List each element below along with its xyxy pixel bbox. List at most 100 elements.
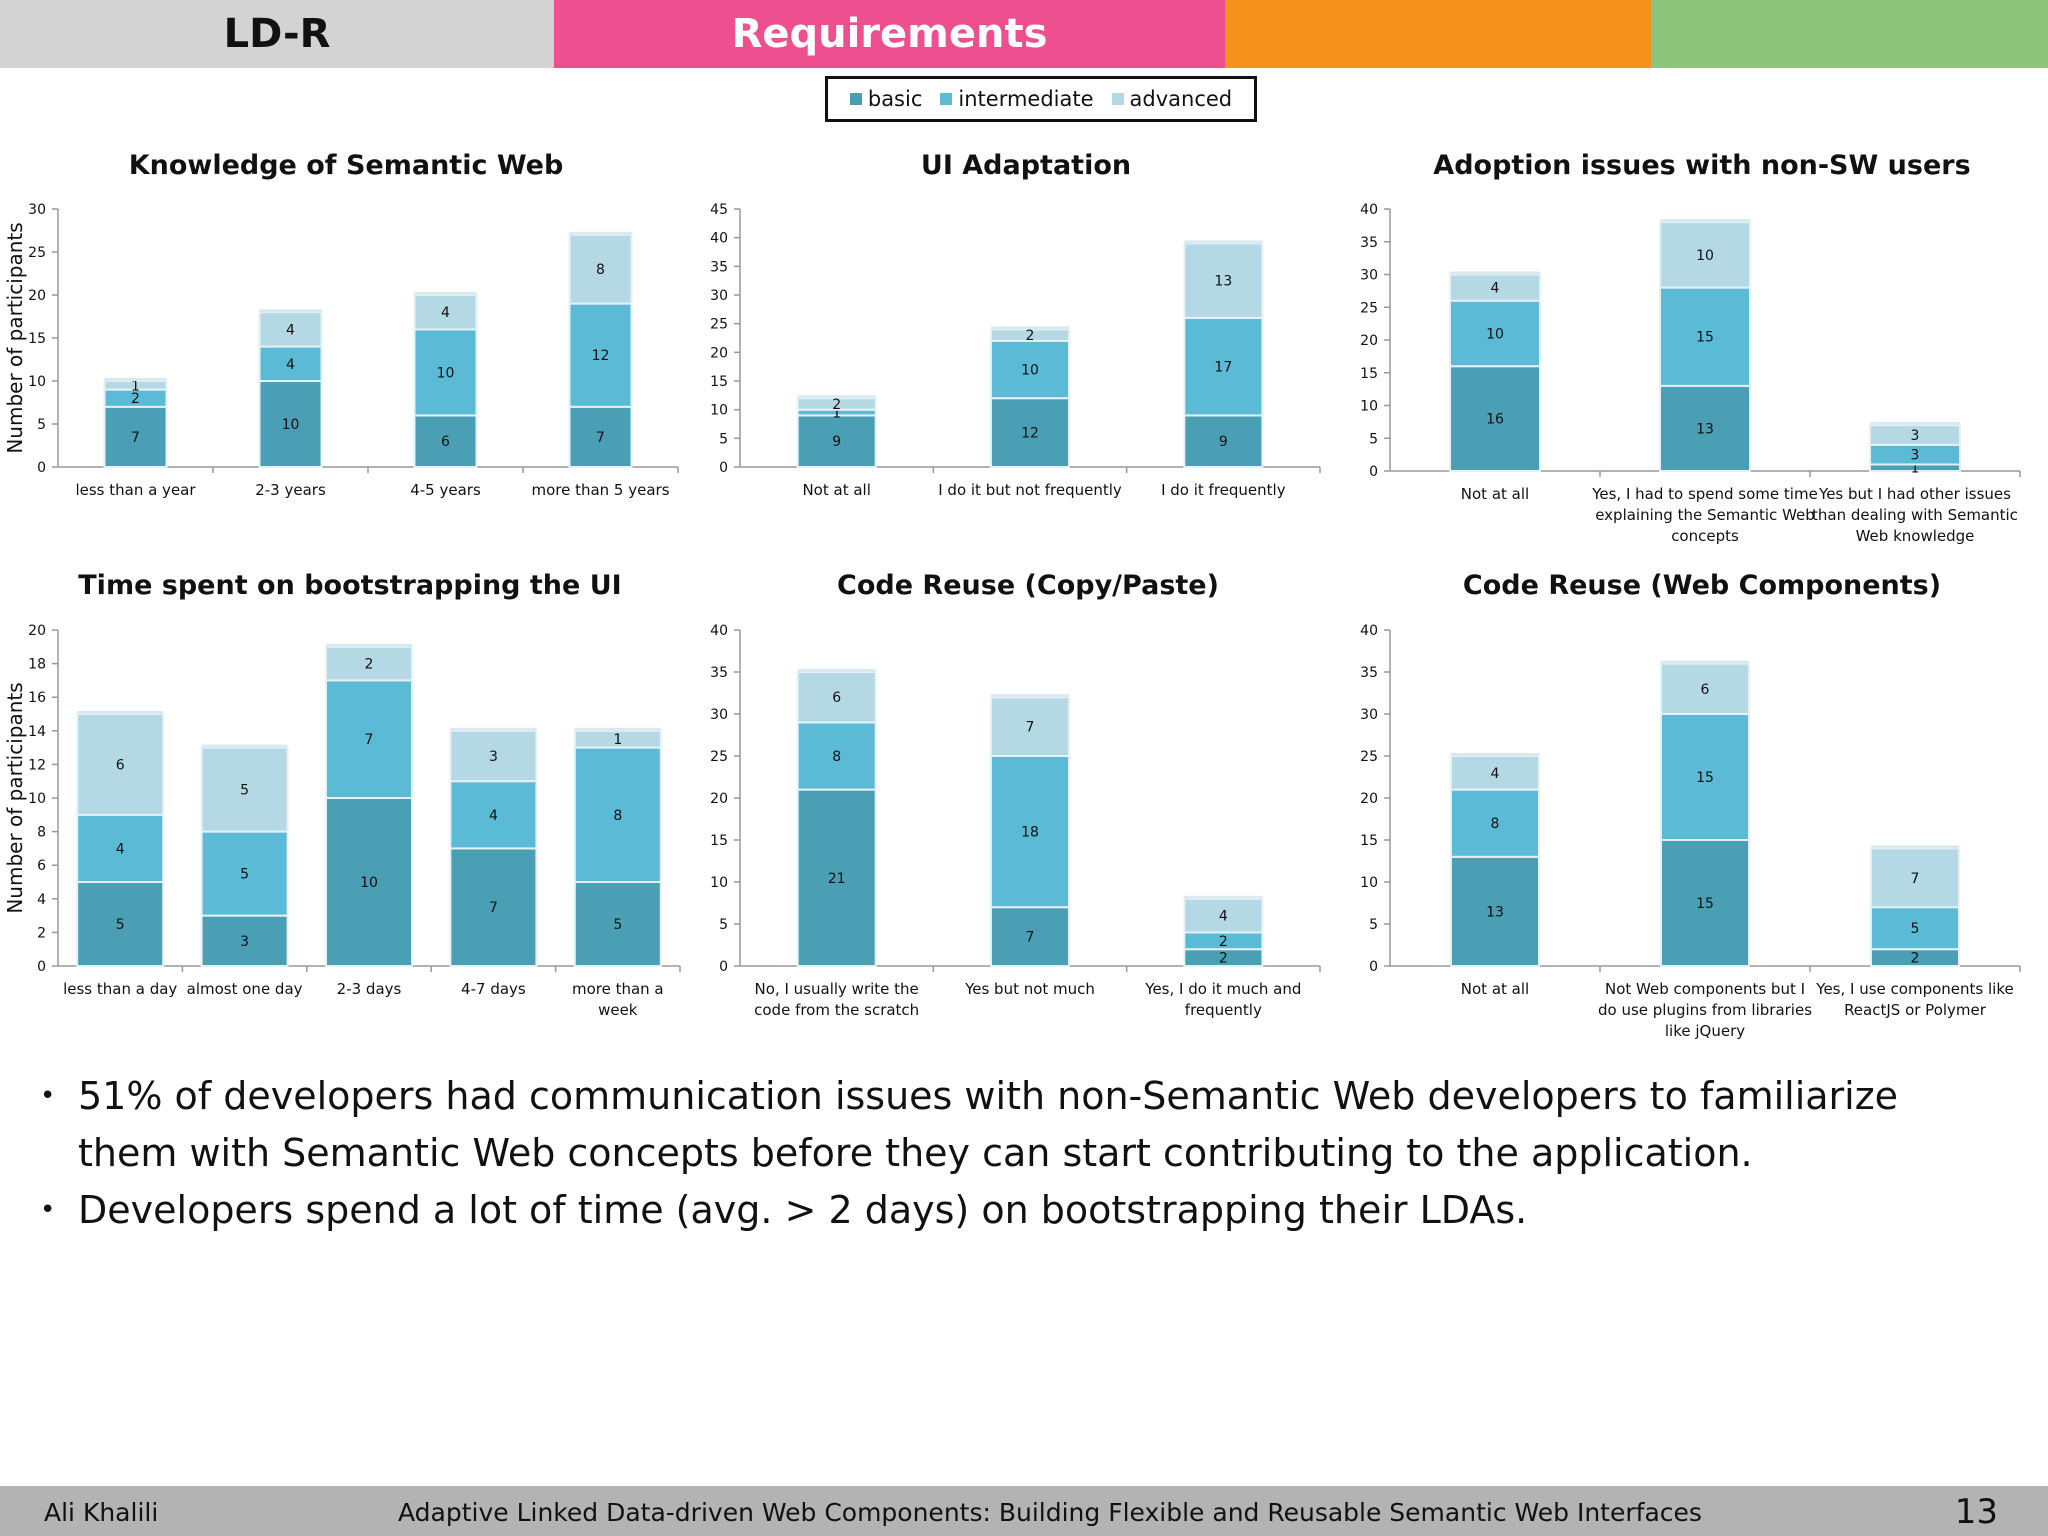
x-category-label: Yes but not much <box>964 980 1095 998</box>
x-category-label: code from the scratch <box>754 1001 919 1019</box>
bar-value-label: 13 <box>1486 904 1504 920</box>
bar-value-label: 8 <box>596 262 605 278</box>
bar-value-label: 7 <box>1911 871 1920 887</box>
bar-cap <box>991 694 1069 698</box>
y-tick-label: 15 <box>1360 833 1378 849</box>
y-tick-label: 12 <box>28 757 46 773</box>
bar-segment-basic <box>325 797 413 967</box>
legend-label-intermediate: intermediate <box>958 87 1094 111</box>
bar-value-label: 7 <box>596 430 605 446</box>
bar-cap <box>1660 219 1750 223</box>
x-category-label: explaining the Semantic Web <box>1595 506 1815 524</box>
y-tick-label: 5 <box>1369 431 1378 447</box>
bar-value-label: 12 <box>592 348 610 364</box>
y-tick-label: 25 <box>1360 300 1378 316</box>
y-tick-label: 4 <box>37 892 46 908</box>
x-category-label: ReactJS or Polymer <box>1844 1001 1987 1019</box>
y-tick-label: 15 <box>28 331 46 347</box>
x-category-label: less than a day <box>63 980 177 998</box>
y-tick-label: 8 <box>37 825 46 841</box>
bar-value-label: 10 <box>1021 363 1039 379</box>
y-axis-label: Number of participants <box>3 682 27 913</box>
x-category-label: more than 5 years <box>531 481 669 499</box>
bar-value-label: 9 <box>832 434 841 450</box>
bar-cap <box>797 395 876 399</box>
bar-segment-advanced <box>76 713 165 816</box>
bar-cap <box>991 326 1069 330</box>
y-tick-label: 5 <box>1369 917 1378 933</box>
bar-value-label: 1 <box>832 406 841 422</box>
bar-value-label: 10 <box>360 875 378 891</box>
y-tick-label: 20 <box>28 288 46 304</box>
y-tick-label: 15 <box>1360 366 1378 382</box>
bar-segment-basic <box>1449 365 1541 472</box>
bar-value-label: 2 <box>1219 934 1228 950</box>
legend-swatch-intermediate <box>940 93 953 105</box>
bar-segment-advanced <box>1660 662 1750 715</box>
bar-value-label: 12 <box>1021 426 1039 442</box>
bar-value-label: 10 <box>1696 248 1714 264</box>
bar-value-label: 8 <box>832 749 841 765</box>
y-tick-label: 25 <box>1360 749 1378 765</box>
footer-author: Ali Khalili <box>44 1498 159 1527</box>
bar-segment-basic <box>200 914 289 968</box>
bar-segment-basic <box>990 906 1070 968</box>
y-tick-label: 10 <box>1360 875 1378 891</box>
x-category-label: almost one day <box>187 980 303 998</box>
bar-value-label: 21 <box>828 871 846 887</box>
x-category-label: week <box>598 1001 638 1019</box>
x-category-label: less than a year <box>75 481 196 499</box>
bar-value-label: 8 <box>613 808 622 824</box>
bar-cap <box>1871 845 1959 849</box>
bar-value-label: 3 <box>1911 428 1920 444</box>
bar-segment-basic <box>76 881 165 967</box>
top-bar: LD-R Requirements <box>0 0 2048 68</box>
y-tick-label: 10 <box>28 791 46 807</box>
bar-value-label: 3 <box>1911 448 1920 464</box>
x-category-label: I do it but not frequently <box>938 481 1122 499</box>
header-left-label: LD-R <box>223 11 331 57</box>
x-category-label: frequently <box>1185 1001 1262 1019</box>
chart-title-bootstrapping: Time spent on bootstrapping the UI <box>78 570 622 601</box>
bar-value-label: 10 <box>1486 326 1504 342</box>
bar-segment-basic <box>568 405 633 469</box>
chart-title-knowledge: Knowledge of Semantic Web <box>128 150 564 181</box>
bar-value-label: 1 <box>613 732 622 748</box>
bar-value-label: 7 <box>1026 720 1035 736</box>
bar-segment-intermediate <box>990 755 1070 909</box>
bar-segment-advanced <box>796 397 877 411</box>
chart-title-adoption: Adoption issues with non-SW users <box>1433 150 1971 181</box>
x-category-label: Web knowledge <box>1856 527 1975 545</box>
bar-value-label: 7 <box>1026 930 1035 946</box>
bar-value-label: 10 <box>437 365 455 381</box>
bar-cap <box>77 711 164 714</box>
y-tick-label: 15 <box>710 374 728 390</box>
bar-segment-advanced <box>258 311 323 348</box>
bar-value-label: 4 <box>286 322 295 338</box>
bar-value-label: 1 <box>1911 461 1920 477</box>
bar-value-label: 13 <box>1696 421 1714 437</box>
bar-segment-advanced <box>413 294 478 331</box>
bar-cap <box>569 231 632 235</box>
y-tick-label: 10 <box>28 374 46 390</box>
legend-swatch-basic <box>849 93 862 105</box>
header-title-segment: Requirements <box>554 0 1225 68</box>
y-tick-label: 25 <box>28 245 46 261</box>
x-category-label: do use plugins from libraries <box>1598 1001 1812 1019</box>
header-left-segment: LD-R <box>0 0 554 68</box>
y-tick-label: 40 <box>1360 202 1378 218</box>
x-category-label: Not at all <box>1461 485 1529 503</box>
bar-cap <box>1451 753 1539 756</box>
y-tick-label: 30 <box>1360 268 1378 284</box>
y-tick-label: 35 <box>1360 665 1378 681</box>
y-tick-label: 0 <box>719 959 728 975</box>
y-tick-label: 30 <box>710 288 728 304</box>
bar-value-label: 6 <box>441 434 450 450</box>
legend-item-intermediate: intermediate <box>940 87 1094 111</box>
bar-segment-intermediate <box>76 813 165 883</box>
header-green-segment <box>1651 0 2048 68</box>
y-tick-label: 10 <box>1360 399 1378 415</box>
x-category-label: Yes, I use components like <box>1815 980 2013 998</box>
